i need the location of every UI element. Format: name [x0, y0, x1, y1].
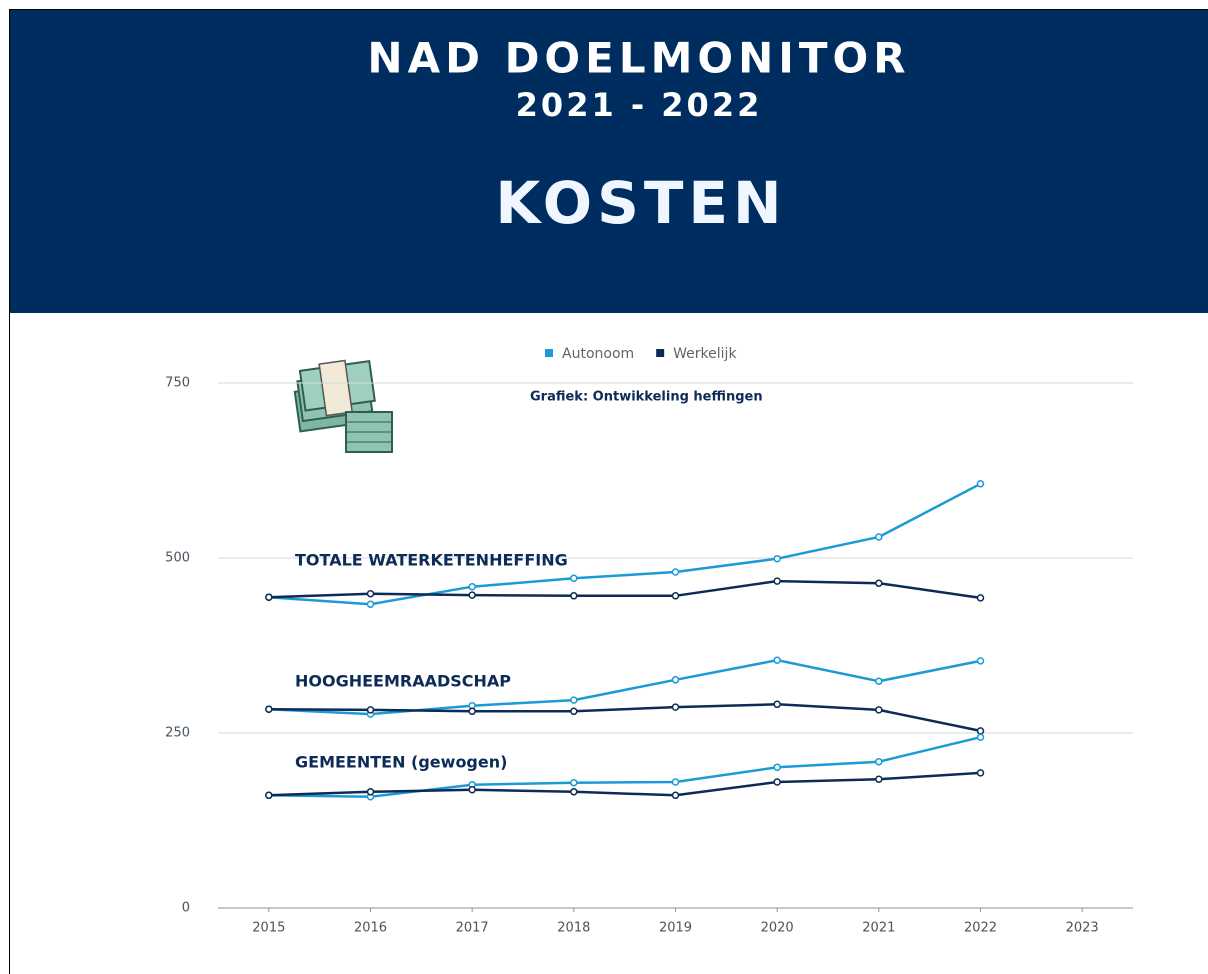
- point: [978, 595, 984, 601]
- legend-label: Werkelijk: [673, 346, 737, 362]
- point: [571, 575, 577, 581]
- point: [876, 759, 882, 765]
- point: [876, 580, 882, 586]
- x-tick-label: 2022: [964, 921, 997, 936]
- point: [571, 593, 577, 599]
- header-period: 2021 - 2022: [516, 86, 763, 124]
- group-label: GEMEENTEN (gewogen): [295, 753, 507, 772]
- point: [978, 734, 984, 740]
- group-label: HOOGHEEMRAADSCHAP: [295, 672, 511, 691]
- point: [571, 708, 577, 714]
- point: [876, 678, 882, 684]
- legend-swatch: [656, 349, 664, 357]
- point: [469, 592, 475, 598]
- point: [673, 704, 679, 710]
- group-label: TOTALE WATERKETENHEFFING: [295, 551, 568, 570]
- point: [368, 789, 374, 795]
- point: [978, 481, 984, 487]
- point: [876, 776, 882, 782]
- point: [876, 534, 882, 540]
- x-tick-label: 2018: [557, 921, 590, 936]
- point: [774, 578, 780, 584]
- point: [673, 593, 679, 599]
- point: [978, 770, 984, 776]
- point: [266, 792, 272, 798]
- page: NAD DOELMONITOR 2021 - 2022 KOSTEN Grafi…: [0, 0, 1208, 974]
- point: [673, 779, 679, 785]
- legend-label: Autonoom: [562, 346, 634, 362]
- y-tick-label: 500: [165, 551, 190, 566]
- chart-subtitle: Grafiek: Ontwikkeling heffingen: [530, 390, 763, 405]
- point: [876, 707, 882, 713]
- point: [673, 677, 679, 683]
- y-tick-label: 0: [182, 901, 190, 916]
- point: [571, 789, 577, 795]
- point: [774, 764, 780, 770]
- point: [571, 780, 577, 786]
- point: [469, 584, 475, 590]
- x-tick-label: 2023: [1066, 921, 1099, 936]
- x-tick-label: 2021: [862, 921, 895, 936]
- legend-swatch: [545, 349, 553, 357]
- point: [266, 594, 272, 600]
- point: [673, 792, 679, 798]
- point: [978, 658, 984, 664]
- header-topic: KOSTEN: [495, 169, 786, 237]
- y-tick-label: 250: [165, 726, 190, 741]
- point: [266, 706, 272, 712]
- y-tick-label: 750: [165, 376, 190, 391]
- point: [571, 697, 577, 703]
- point: [469, 787, 475, 793]
- point: [978, 728, 984, 734]
- point: [774, 657, 780, 663]
- point: [774, 779, 780, 785]
- point: [368, 591, 374, 597]
- point: [774, 556, 780, 562]
- x-tick-label: 2016: [354, 921, 387, 936]
- point: [368, 601, 374, 607]
- point: [469, 708, 475, 714]
- header-title: NAD DOELMONITOR: [367, 34, 910, 83]
- point: [673, 569, 679, 575]
- x-tick-label: 2020: [761, 921, 794, 936]
- x-tick-label: 2019: [659, 921, 692, 936]
- x-tick-label: 2015: [252, 921, 285, 936]
- x-tick-label: 2017: [456, 921, 489, 936]
- point: [774, 701, 780, 707]
- point: [368, 707, 374, 713]
